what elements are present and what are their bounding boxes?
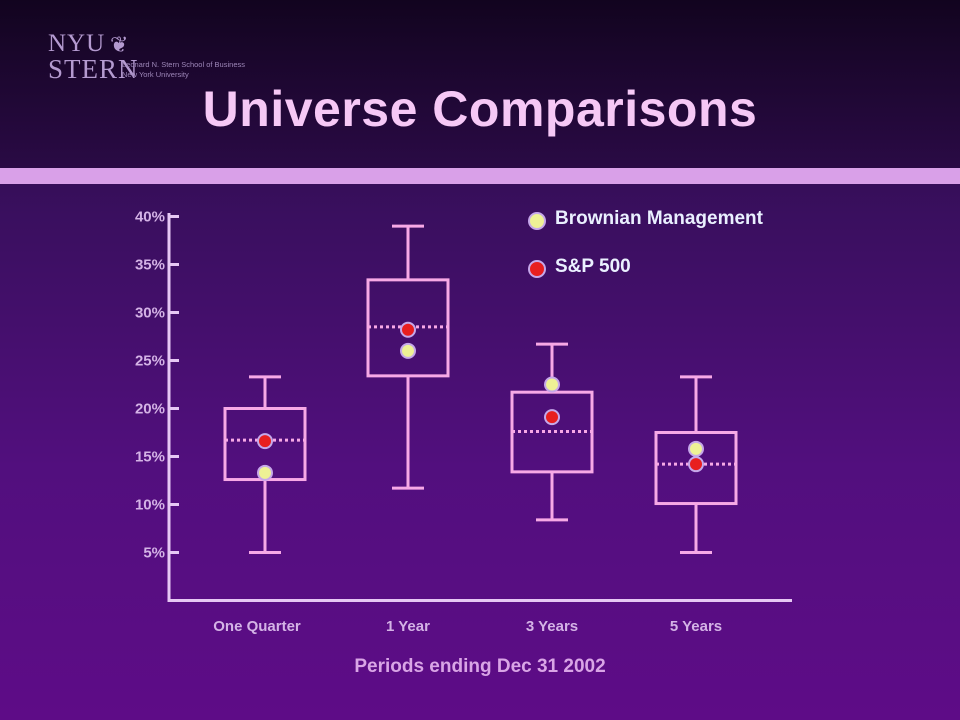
brownian-point — [544, 376, 560, 393]
brownian-point — [688, 440, 704, 457]
x-category-label: 1 Year — [386, 618, 430, 635]
logo-stern-text: STERN — [48, 54, 139, 84]
sp500-marker-icon — [528, 260, 546, 278]
y-tick-label: 35% — [135, 257, 165, 274]
legend-label-brownian: Brownian Management — [555, 208, 763, 229]
sp500-point — [257, 433, 273, 450]
y-tick-label: 25% — [135, 353, 165, 370]
box-body — [654, 431, 738, 506]
y-tick-label: 15% — [135, 449, 165, 466]
x-axis-title: Periods ending Dec 31 2002 — [354, 656, 606, 677]
y-tick-label: 5% — [143, 545, 165, 562]
header-background — [0, 0, 960, 168]
y-tick-label: 20% — [135, 401, 165, 418]
sp500-point — [544, 409, 560, 426]
brownian-point — [400, 342, 416, 359]
x-category-label: One Quarter — [213, 618, 301, 635]
sp500-point — [688, 456, 704, 473]
brownian-point — [257, 464, 273, 481]
y-tick-label: 30% — [135, 305, 165, 322]
x-category-label: 5 Years — [670, 618, 722, 635]
logo-university-name: New York University — [122, 70, 189, 79]
sp500-point — [400, 321, 416, 338]
legend-label-sp500: S&P 500 — [555, 256, 631, 277]
y-tick-label: 40% — [135, 209, 165, 226]
logo-nyu-text: NYU — [48, 30, 106, 57]
header-divider-band — [0, 168, 960, 184]
y-tick-label: 10% — [135, 497, 165, 514]
page-title: Universe Comparisons — [202, 81, 758, 137]
brownian-marker-icon — [528, 212, 546, 230]
torch-icon: ❦ — [110, 32, 129, 57]
logo-school-name: Leonard N. Stern School of Business — [122, 60, 245, 69]
nyu-stern-logo: NYU ❦ STERN Leonard N. Stern School of B… — [48, 30, 288, 84]
x-category-label: 3 Years — [526, 618, 578, 635]
